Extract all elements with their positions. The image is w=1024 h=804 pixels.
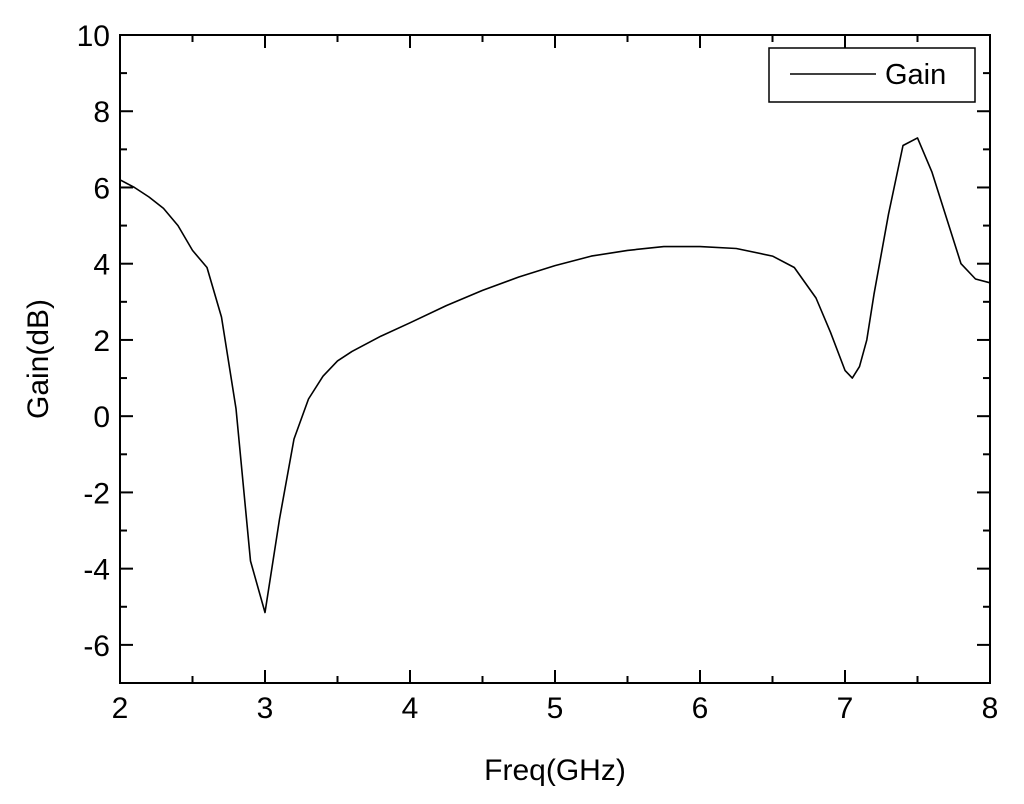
legend: Gain <box>768 47 976 103</box>
y-tick-label: 10 <box>77 20 110 53</box>
y-tick-label: 4 <box>93 249 110 282</box>
labels-layer: 2 3 4 5 6 7 8 -6 -4 -2 0 2 4 6 8 10 <box>77 20 999 725</box>
y-tick-label: 2 <box>93 325 110 358</box>
x-tick-label: 8 <box>982 692 999 725</box>
series-layer <box>119 137 991 614</box>
x-tick-label: 2 <box>112 692 129 725</box>
y-tick-label: -4 <box>83 554 110 587</box>
legend-label-gain: Gain <box>885 59 946 91</box>
x-tick-label: 4 <box>402 692 419 725</box>
plot-frame <box>119 34 991 684</box>
x-tick-label: 3 <box>257 692 274 725</box>
y-tick-label: 0 <box>93 401 110 434</box>
y-tick-label: 8 <box>93 96 110 129</box>
series-line-gain <box>119 137 991 614</box>
x-tick-label: 6 <box>692 692 709 725</box>
x-tick-label: 7 <box>837 692 854 725</box>
ticks-layer <box>119 34 991 684</box>
y-tick-label: 6 <box>93 172 110 205</box>
legend-box <box>768 47 976 103</box>
y-tick-label: -6 <box>83 630 110 663</box>
y-tick-label: -2 <box>83 477 110 510</box>
y-axis-title: Gain(dB) <box>22 299 55 419</box>
x-tick-label: 5 <box>547 692 564 725</box>
x-axis-title: Freq(GHz) <box>484 754 626 787</box>
